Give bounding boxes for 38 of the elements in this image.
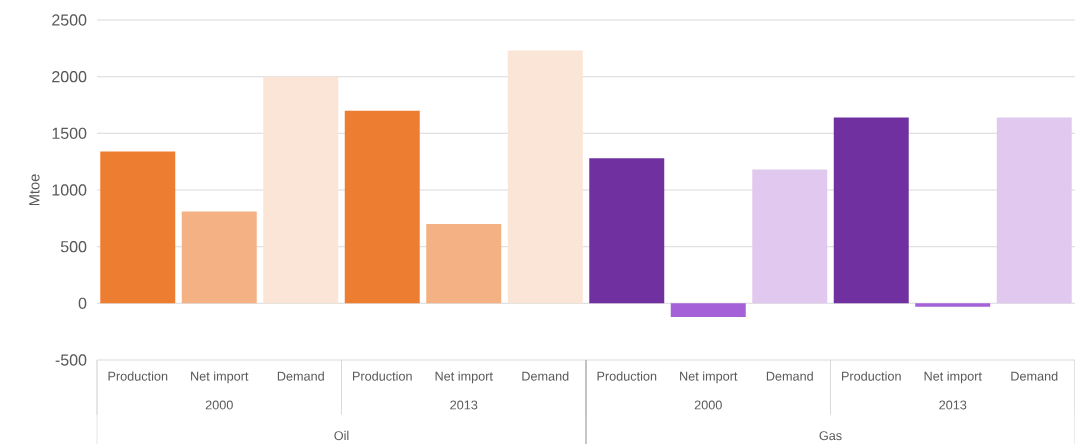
text: 2000 — [694, 400, 722, 410]
bar — [344, 110, 420, 304]
x-tick-label: Demand — [522, 371, 569, 381]
y-axis-title: Mtoe — [29, 174, 40, 206]
bar — [915, 303, 991, 307]
bar — [507, 50, 583, 304]
y-tick-label: -500 — [55, 354, 87, 366]
x-tick-label: Net import — [435, 371, 493, 384]
bar — [752, 169, 828, 304]
x-tick-label: Net import — [191, 371, 249, 384]
x-tick-label: Net import — [924, 371, 982, 384]
bar — [670, 303, 746, 317]
y-tick-label: 1000 — [52, 184, 87, 196]
y-tick-label: 2000 — [52, 71, 87, 83]
x-tick-label: Demand — [277, 371, 324, 381]
y-tick-label: 1500 — [52, 127, 87, 139]
bar — [996, 117, 1072, 304]
text: Oil — [334, 430, 349, 441]
text: 2013 — [939, 400, 967, 410]
bar — [263, 76, 339, 304]
bar — [100, 151, 176, 304]
text: 2013 — [450, 400, 478, 410]
x-tick-label: Production — [597, 371, 657, 381]
bar — [833, 117, 909, 304]
bar — [181, 211, 257, 304]
y-tick-label: 2500 — [52, 14, 87, 26]
text: Gas — [819, 431, 842, 441]
bar — [589, 158, 665, 304]
x-tick-label: Demand — [1011, 371, 1058, 381]
y-tick-label: 0 — [78, 297, 87, 309]
x-tick-label: Production — [108, 371, 168, 381]
x-tick-label: Production — [353, 371, 412, 381]
text: 2000 — [205, 400, 233, 410]
x-tick-label: Net import — [680, 371, 738, 384]
x-tick-label: Demand — [766, 371, 813, 381]
bar — [426, 224, 502, 304]
x-tick-label: Production — [842, 371, 901, 381]
y-tick-label: 500 — [60, 241, 87, 253]
